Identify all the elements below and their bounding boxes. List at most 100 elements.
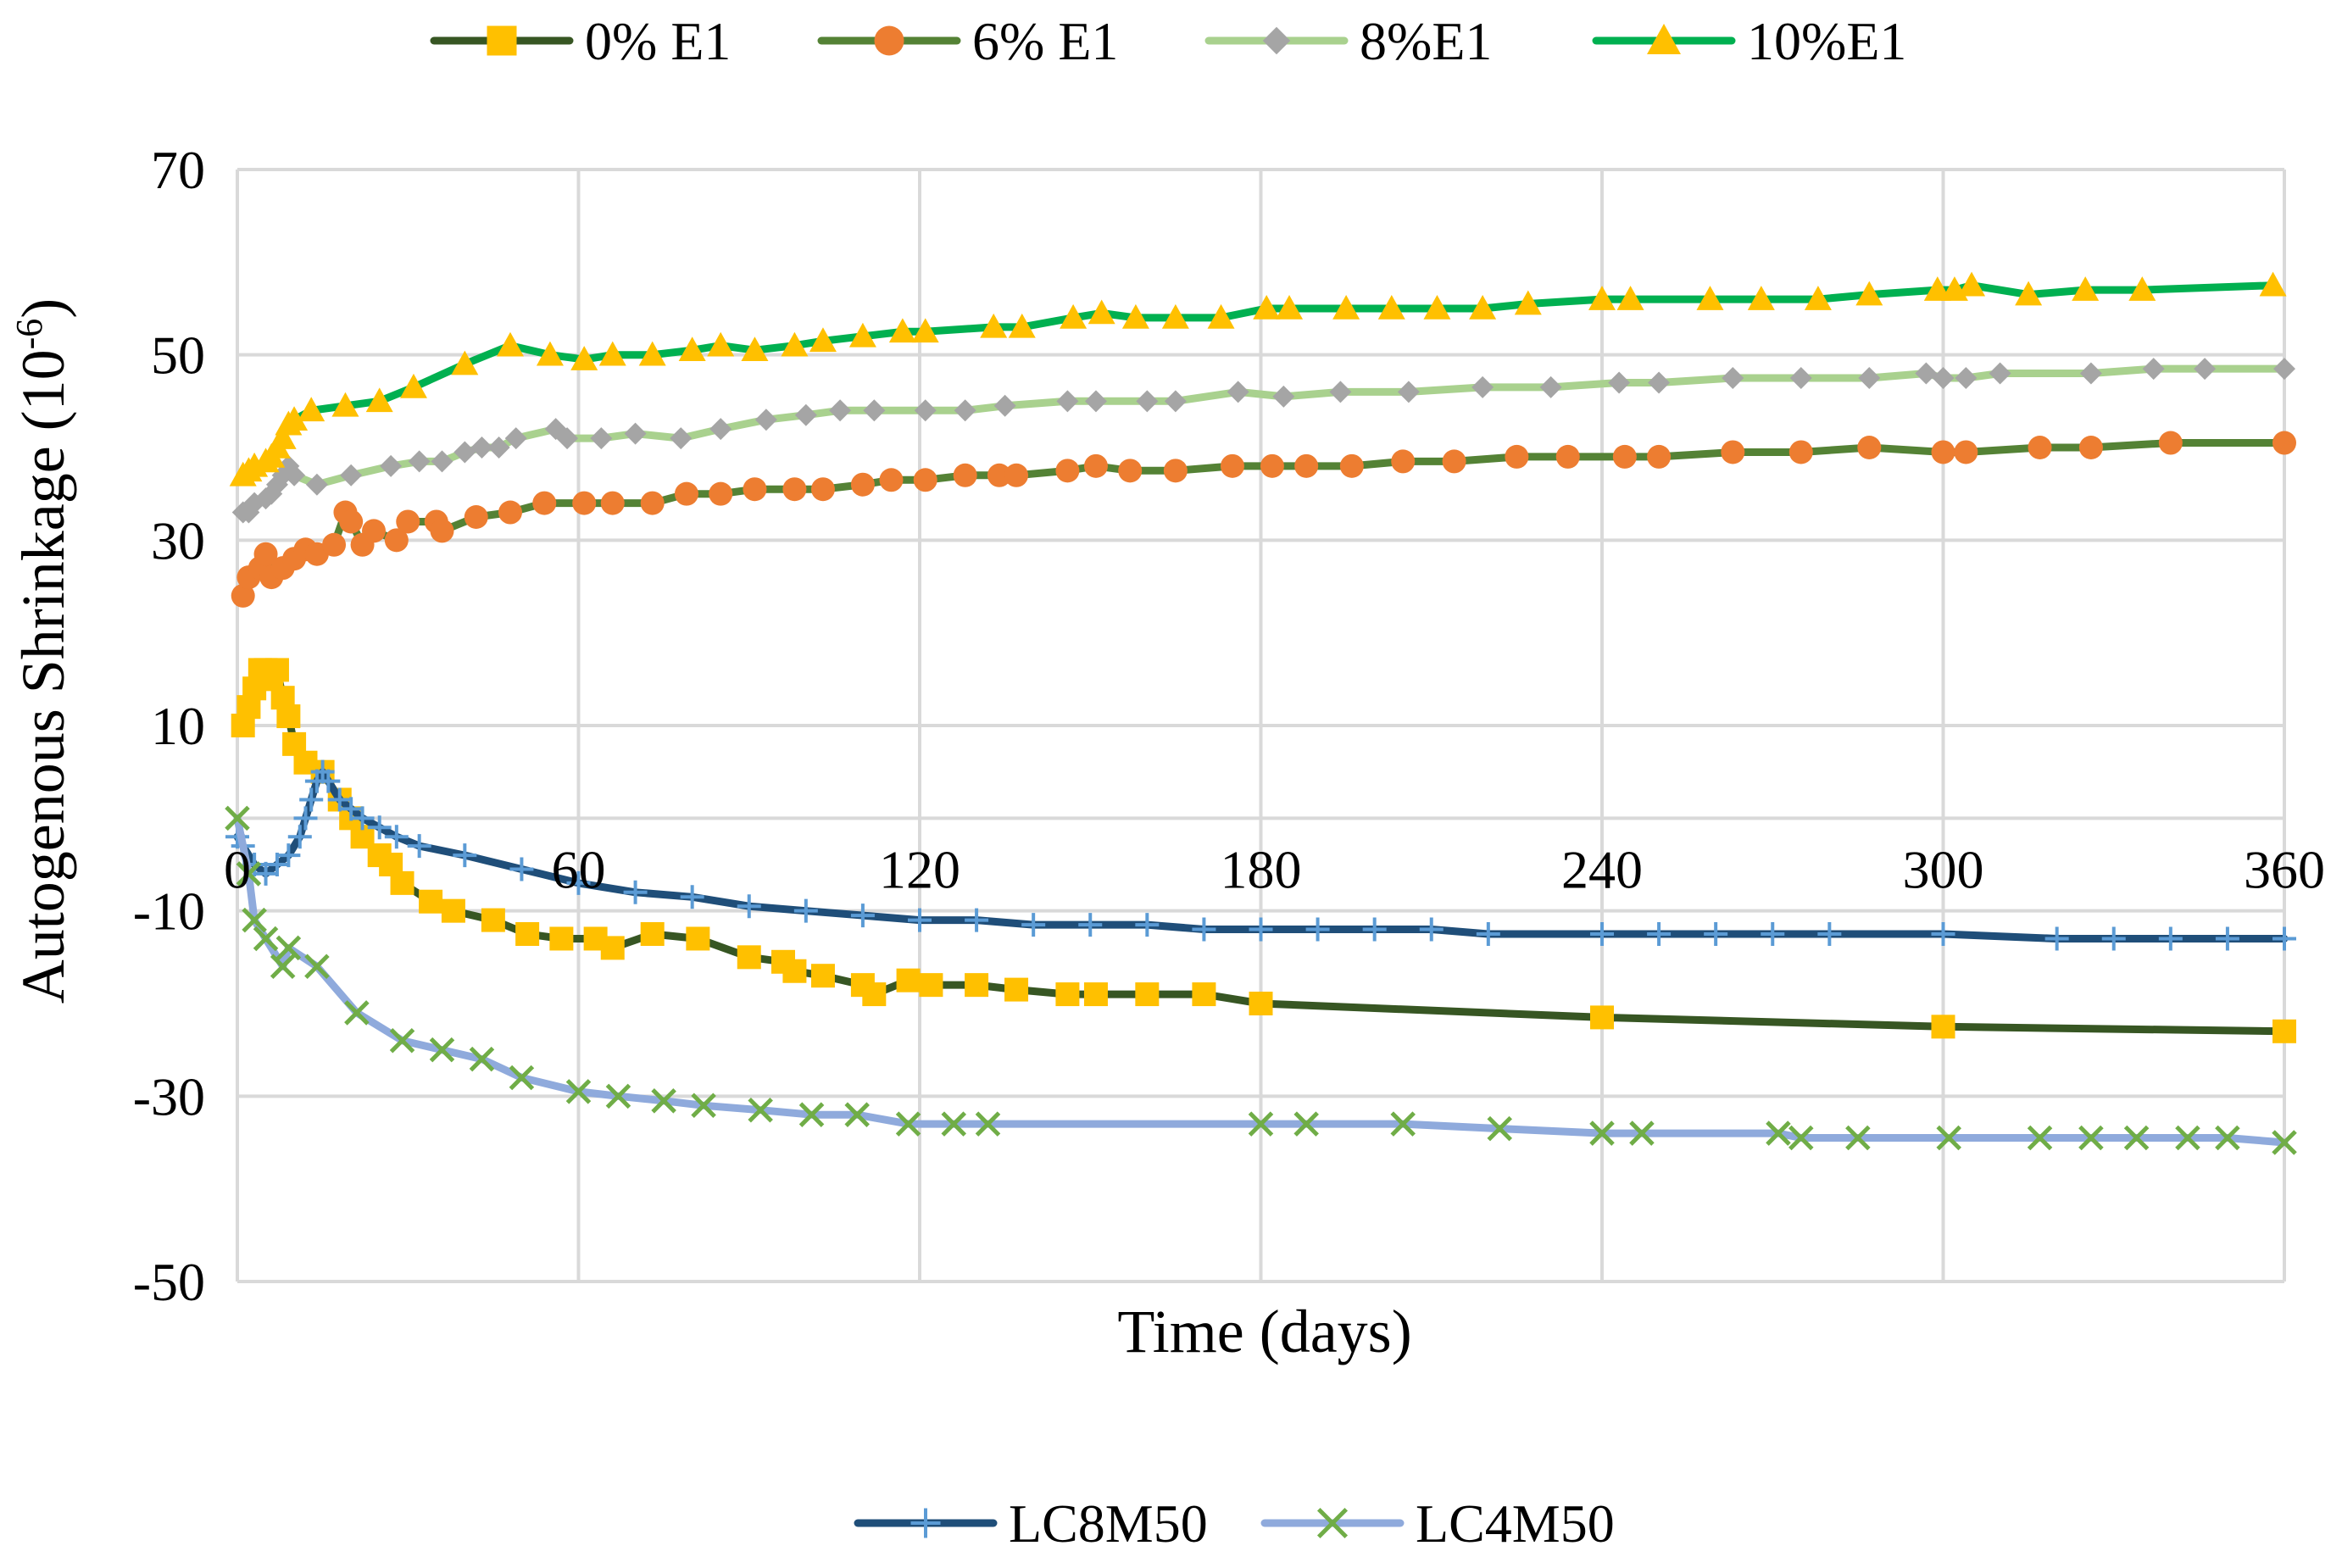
data-point-6-e1 — [1612, 444, 1637, 469]
data-point-0-e1 — [896, 968, 921, 993]
data-point-6-e1 — [850, 472, 875, 497]
x-tick-label: 240 — [1561, 839, 1643, 899]
data-point-10-e1 — [1958, 271, 1986, 297]
data-point-8-e1 — [2079, 362, 2102, 385]
data-point-10-e1 — [1332, 295, 1360, 320]
data-point-0-e1 — [965, 973, 989, 998]
data-point-lc8m50 — [1704, 922, 1728, 946]
data-point-10-e1 — [451, 350, 479, 375]
data-point-lc4m50 — [1788, 1125, 1814, 1151]
data-point-lc4m50 — [509, 1065, 535, 1091]
data-point-8-e1 — [829, 399, 852, 422]
data-point-8-e1 — [1932, 367, 1955, 389]
data-point-8-e1 — [1227, 381, 1249, 403]
legend-label: 8%E1 — [1360, 11, 1492, 71]
data-point-0-e1 — [549, 926, 574, 951]
data-point-lc4m50 — [691, 1093, 716, 1119]
data-point-6-e1 — [913, 468, 937, 492]
data-point-0-e1 — [810, 964, 835, 988]
data-point-8-e1 — [863, 399, 886, 422]
data-point-0-e1 — [419, 889, 443, 914]
data-point-lc8m50 — [316, 769, 341, 793]
y-axis-title: Autogenous Shrinkage (10-6) — [8, 298, 77, 1004]
data-point-lc8m50 — [276, 843, 301, 868]
data-point-10-e1 — [809, 327, 837, 353]
data-point-6-e1 — [879, 468, 904, 492]
data-point-6-e1 — [782, 477, 807, 502]
data-point-lc4m50 — [236, 861, 262, 887]
x-tick-label: 60 — [552, 839, 606, 899]
data-point-10-e1 — [1121, 303, 1149, 329]
data-point-10-e1 — [570, 346, 598, 370]
data-point-10-e1 — [365, 387, 393, 413]
data-point-10-e1 — [2128, 276, 2156, 301]
legend-bottom: LC8M50 LC4M50 — [854, 1493, 1615, 1554]
data-point-lc4m50 — [389, 1027, 415, 1054]
data-point-6-e1 — [987, 463, 1011, 487]
data-point-lc4m50 — [429, 1037, 455, 1063]
data-point-8-e1 — [590, 427, 613, 450]
data-point-6-e1 — [2272, 431, 2296, 455]
data-point-lc8m50 — [1817, 922, 1842, 946]
data-point-8-e1 — [754, 409, 777, 431]
data-point-8-e1 — [487, 436, 510, 459]
data-point-8-e1 — [1789, 367, 1812, 389]
data-point-8-e1 — [1397, 381, 1420, 403]
data-point-8-e1 — [1471, 375, 1494, 398]
data-point-8-e1 — [1056, 390, 1079, 413]
data-point-6-e1 — [384, 528, 409, 553]
series-10-e1 — [229, 271, 2287, 487]
data-point-10-e1 — [1207, 303, 1235, 329]
data-point-6-e1 — [1083, 453, 1108, 478]
data-point-10-e1 — [497, 331, 524, 357]
data-point-lc4m50 — [2215, 1125, 2240, 1151]
data-point-10-e1 — [1161, 303, 1189, 329]
data-point-lc8m50 — [1362, 917, 1387, 942]
legend-label: LC8M50 — [1009, 1493, 1208, 1554]
series-6-e1 — [231, 431, 2296, 608]
data-point-10-e1 — [781, 331, 809, 357]
data-point-0-e1 — [737, 945, 761, 970]
data-point-lc8m50 — [384, 825, 409, 849]
data-point-6-e1 — [1339, 453, 1364, 478]
data-point-6-e1 — [1055, 459, 1080, 483]
data-point-8-e1 — [283, 464, 306, 487]
data-point-0-e1 — [1192, 982, 1216, 1007]
data-point-6-e1 — [322, 532, 347, 557]
data-point-10-e1 — [741, 336, 769, 361]
data-point-0-e1 — [1249, 992, 1273, 1015]
data-point-lc4m50 — [975, 1111, 1001, 1137]
data-point-10-e1 — [1088, 299, 1115, 325]
data-point-lc8m50 — [1135, 913, 1160, 937]
series-lc4m50 — [225, 805, 2297, 1155]
data-point-lc8m50 — [1647, 922, 1672, 946]
data-point-8-e1 — [1329, 381, 1352, 403]
y-axis-title-main: Autogenous Shrinkage (10 — [9, 349, 77, 1004]
data-point-6-e1 — [1721, 440, 1745, 464]
data-point-0-e1 — [600, 936, 625, 960]
data-point-8-e1 — [1272, 385, 1295, 408]
data-point-8-e1 — [914, 399, 937, 422]
data-point-6-e1 — [1220, 453, 1244, 478]
data-point-lc8m50 — [737, 894, 761, 919]
x-axis-title: Time (days) — [1117, 1298, 1411, 1365]
legend-swatch-marker — [487, 25, 517, 56]
data-point-10-e1 — [678, 336, 706, 361]
data-point-lc8m50 — [2215, 926, 2239, 951]
data-point-6-e1 — [1647, 444, 1672, 469]
data-point-8-e1 — [1608, 371, 1631, 394]
data-point-6-e1 — [1442, 449, 1466, 474]
series-8-e1 — [231, 358, 2295, 524]
data-point-0-e1 — [862, 982, 887, 1007]
y-tick-label: 10 — [151, 696, 205, 756]
data-point-lc4m50 — [1845, 1125, 1871, 1151]
series-line-8-e1 — [239, 364, 2289, 516]
data-point-10-e1 — [269, 425, 297, 449]
data-point-8-e1 — [670, 427, 693, 450]
data-point-lc4m50 — [2027, 1125, 2053, 1151]
legend-label: LC4M50 — [1416, 1493, 1615, 1554]
data-point-6-e1 — [2078, 436, 2103, 459]
data-point-0-e1 — [686, 926, 710, 951]
data-point-8-e1 — [1989, 362, 2011, 385]
